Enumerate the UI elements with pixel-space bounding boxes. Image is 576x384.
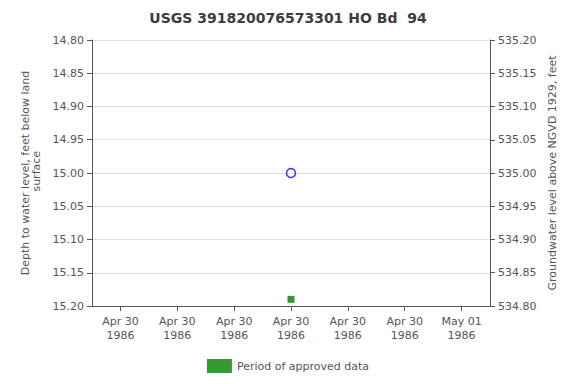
svg-text:Apr 30: Apr 30 (102, 315, 139, 328)
svg-text:15.00: 15.00 (53, 167, 85, 180)
svg-text:Apr 30: Apr 30 (386, 315, 423, 328)
svg-text:May 01: May 01 (441, 315, 481, 328)
svg-text:535.15: 535.15 (498, 67, 537, 80)
svg-text:Apr 30: Apr 30 (330, 315, 367, 328)
svg-text:USGS 391820076573301 HO Bd 94: USGS 391820076573301 HO Bd 94 (149, 10, 427, 26)
svg-text:15.20: 15.20 (53, 300, 85, 313)
svg-text:15.15: 15.15 (53, 266, 85, 279)
svg-text:14.80: 14.80 (53, 34, 85, 47)
svg-text:Apr 30: Apr 30 (273, 315, 310, 328)
svg-text:1986: 1986 (391, 329, 419, 342)
svg-text:Apr 30: Apr 30 (216, 315, 253, 328)
svg-text:surface: surface (30, 151, 43, 195)
svg-text:534.85: 534.85 (498, 266, 537, 279)
svg-text:1986: 1986 (163, 329, 191, 342)
svg-text:534.80: 534.80 (498, 300, 537, 313)
svg-text:534.90: 534.90 (498, 233, 537, 246)
svg-text:1986: 1986 (106, 329, 134, 342)
svg-text:14.95: 14.95 (53, 133, 85, 146)
svg-text:1986: 1986 (334, 329, 362, 342)
svg-text:1986: 1986 (220, 329, 248, 342)
svg-text:535.05: 535.05 (498, 133, 537, 146)
svg-text:14.85: 14.85 (53, 67, 85, 80)
svg-text:534.95: 534.95 (498, 200, 537, 213)
svg-text:Apr 30: Apr 30 (159, 315, 196, 328)
svg-text:535.00: 535.00 (498, 167, 537, 180)
svg-text:Groundwater level above NGVD 1: Groundwater level above NGVD 1929, feet (546, 55, 559, 291)
svg-text:Period of approved data: Period of approved data (237, 360, 369, 373)
svg-text:Depth to water level, feet bel: Depth to water level, feet below land (18, 70, 32, 276)
svg-text:1986: 1986 (277, 329, 305, 342)
svg-text:535.10: 535.10 (498, 100, 537, 113)
svg-text:14.90: 14.90 (53, 100, 85, 113)
svg-text:535.20: 535.20 (498, 34, 537, 47)
svg-text:1986: 1986 (448, 329, 476, 342)
svg-text:15.05: 15.05 (53, 200, 85, 213)
svg-text:15.10: 15.10 (53, 233, 85, 246)
